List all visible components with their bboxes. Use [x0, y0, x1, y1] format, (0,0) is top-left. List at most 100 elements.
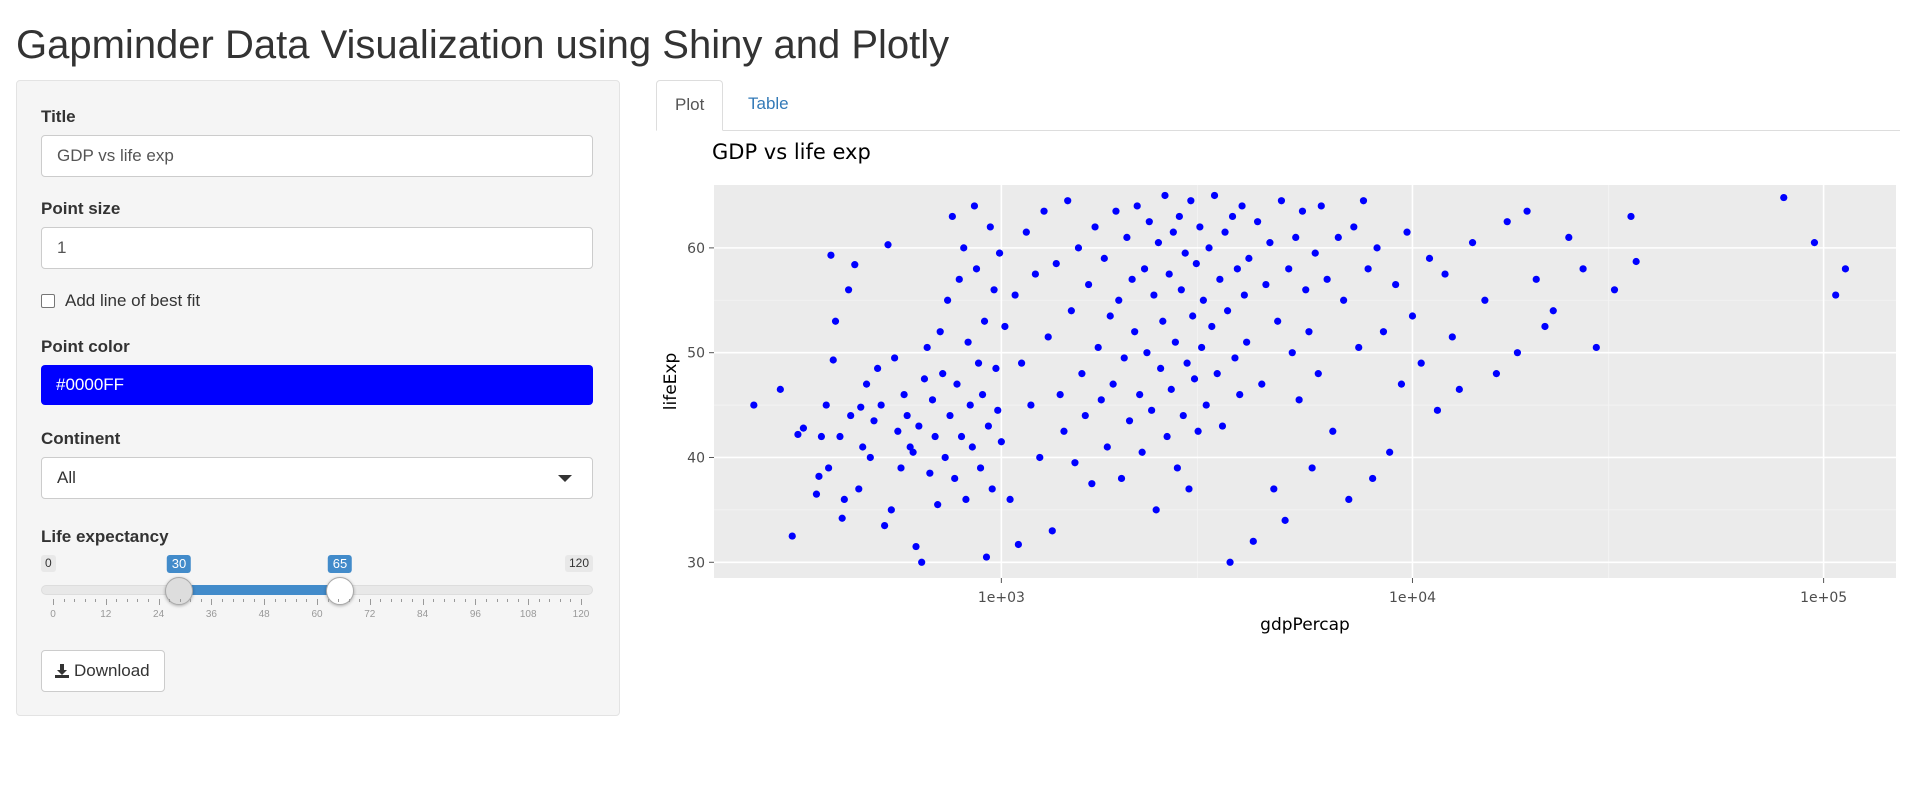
data-point — [972, 265, 981, 273]
life-expectancy-label: Life expectancy — [41, 527, 169, 546]
data-point — [817, 432, 826, 441]
data-point — [829, 356, 837, 364]
slider-tick — [253, 599, 255, 602]
slider-tick-label: 24 — [153, 609, 165, 620]
data-point — [1117, 474, 1126, 483]
data-point — [1006, 495, 1014, 503]
title-input[interactable]: GDP vs life exp — [41, 135, 593, 177]
data-point — [840, 495, 848, 503]
chevron-down-icon — [558, 475, 572, 482]
scatter-plot[interactable]: 30 40 50 60 1e+03 1e+04 1e+05 GDP vs life exp gd… — [656, 135, 1906, 655]
data-point — [1154, 239, 1163, 247]
data-point — [1106, 312, 1114, 320]
plot-panel — [714, 185, 1896, 578]
data-point — [855, 485, 863, 493]
point-color-label: Point color — [41, 337, 130, 356]
slider-tick — [454, 599, 456, 602]
data-point — [946, 411, 954, 420]
data-point — [1189, 312, 1197, 320]
data-point — [1240, 291, 1248, 299]
continent-label: Continent — [41, 429, 121, 448]
data-point — [986, 223, 994, 231]
data-point — [1841, 265, 1850, 273]
best-fit-checkbox[interactable] — [41, 294, 55, 308]
slider-tick-label: 0 — [50, 609, 56, 620]
y-axis-label: lifeExp — [661, 353, 681, 410]
data-point — [1109, 380, 1117, 388]
data-point — [909, 448, 917, 456]
data-point — [1317, 202, 1325, 210]
data-point — [897, 464, 905, 472]
tab-table[interactable]: Table — [748, 94, 789, 113]
data-point — [1103, 443, 1111, 451]
data-point — [1027, 401, 1035, 409]
data-point — [859, 443, 867, 451]
slider-tick — [390, 599, 392, 602]
point-color-input[interactable]: #0000FF — [41, 365, 593, 405]
data-point — [1157, 364, 1165, 372]
download-label: Download — [74, 661, 150, 680]
data-point — [926, 469, 934, 477]
data-point — [1120, 354, 1128, 362]
data-point — [1565, 233, 1573, 241]
slider-tick-label: 12 — [100, 609, 112, 620]
slider-handle-high[interactable] — [326, 577, 354, 605]
download-button[interactable]: Download — [41, 650, 165, 692]
data-point — [1198, 343, 1206, 352]
data-point — [1210, 191, 1219, 200]
data-point — [976, 464, 985, 472]
data-point — [990, 286, 998, 294]
data-point — [1179, 411, 1187, 420]
data-point — [1258, 380, 1266, 388]
slider-tick — [211, 599, 213, 605]
data-point — [1017, 359, 1026, 367]
sidebar-panel: Title GDP vs life exp Point size 1 Add l… — [16, 80, 620, 716]
slider-tick — [63, 599, 65, 602]
data-point — [1163, 432, 1171, 441]
slider-tick — [148, 599, 150, 602]
data-point — [870, 417, 878, 425]
continent-select[interactable]: All — [41, 457, 593, 499]
y-tick-label: 30 — [687, 555, 705, 571]
data-point — [822, 401, 830, 409]
data-point — [978, 391, 987, 399]
data-point — [894, 427, 902, 435]
data-point — [794, 430, 802, 439]
data-point — [1048, 527, 1056, 535]
y-tick-label: 60 — [687, 241, 705, 257]
data-point — [825, 464, 833, 472]
slider-min-label: 0 — [41, 555, 56, 572]
slider-selected-range — [179, 585, 340, 595]
data-point — [951, 474, 959, 483]
data-point — [997, 438, 1005, 446]
data-point — [1345, 495, 1353, 503]
data-point — [799, 424, 808, 432]
tab-plot[interactable]: Plot — [656, 80, 724, 131]
slider-tick — [464, 599, 466, 602]
data-point — [1221, 228, 1229, 236]
data-point — [970, 202, 979, 210]
data-point — [1329, 427, 1337, 435]
data-point — [944, 296, 952, 304]
data-point — [1060, 427, 1068, 435]
data-point — [1386, 448, 1394, 456]
best-fit-row: Add line of best fit — [41, 291, 200, 311]
slider-high-value: 65 — [327, 555, 353, 573]
data-point — [1097, 396, 1105, 404]
slider-tick — [306, 599, 308, 602]
data-point — [1236, 391, 1244, 399]
slider-tick — [433, 599, 435, 602]
point-size-input[interactable]: 1 — [41, 227, 593, 269]
life-expectancy-slider[interactable]: 0 120 30 65 0 12 24 36 48 60 72 84 96 108 120 — [41, 555, 593, 635]
data-point — [960, 244, 968, 252]
data-point — [815, 472, 823, 480]
slider-tick — [274, 599, 276, 602]
best-fit-label[interactable]: Add line of best fit — [65, 291, 201, 310]
data-point — [1334, 233, 1342, 241]
data-point — [1100, 254, 1108, 262]
slider-tick — [169, 599, 171, 602]
slider-tick — [295, 599, 297, 602]
data-point — [1190, 375, 1199, 383]
data-point — [1632, 257, 1640, 266]
data-point — [1218, 422, 1227, 430]
